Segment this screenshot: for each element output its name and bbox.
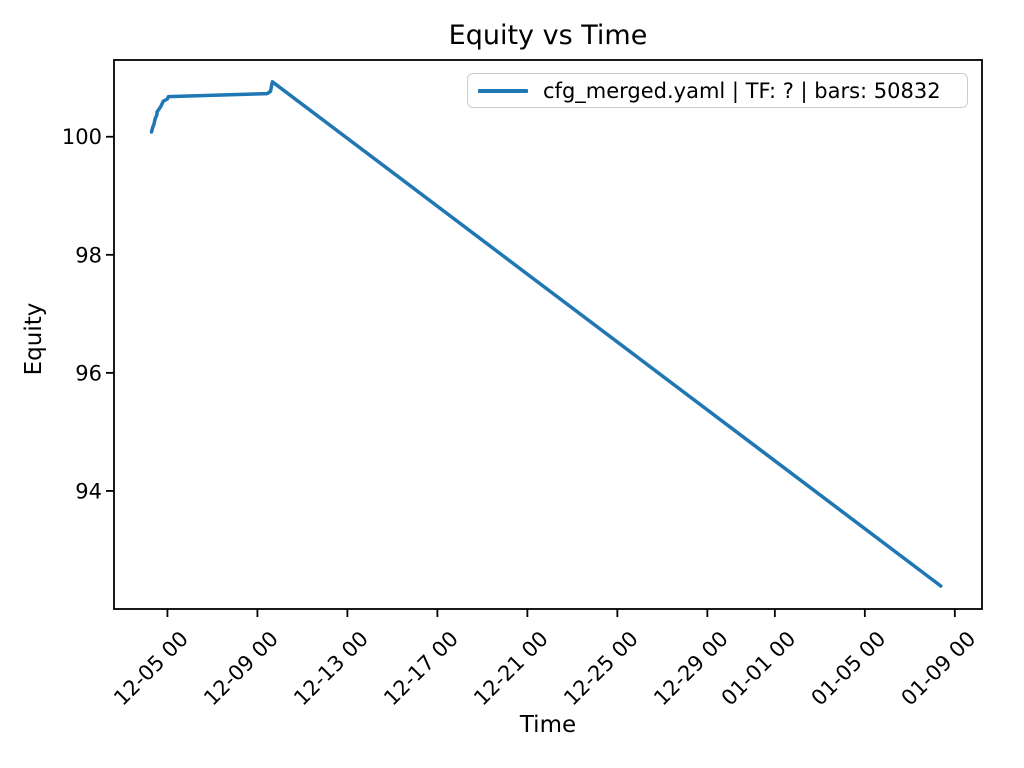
- x-tick-label: 12-13 00: [289, 627, 373, 711]
- x-tick-label: 12-09 00: [199, 627, 283, 711]
- y-axis-label: Equity: [21, 302, 47, 376]
- y-tick-label: 94: [75, 479, 102, 503]
- legend-label: cfg_merged.yaml | TF: ? | bars: 50832: [543, 78, 941, 103]
- x-axis-label: Time: [519, 712, 577, 738]
- equity-line: [149, 80, 943, 588]
- y-tick-label: 98: [75, 243, 102, 267]
- x-tick-label: 01-05 00: [807, 627, 891, 711]
- chart-title: Equity vs Time: [448, 20, 648, 51]
- x-tick-label: 12-05 00: [109, 627, 193, 711]
- x-tick-label: 12-17 00: [379, 627, 463, 711]
- y-tick-label: 100: [62, 125, 102, 149]
- legend: cfg_merged.yaml | TF: ? | bars: 50832: [467, 73, 968, 108]
- y-tick-label: 96: [75, 361, 102, 385]
- x-tick-label: 12-25 00: [559, 627, 643, 711]
- x-tick-label: 12-21 00: [469, 627, 553, 711]
- x-tick-label: 01-01 00: [717, 627, 801, 711]
- x-tick-label: 01-09 00: [897, 627, 981, 711]
- axes-spines: [113, 59, 983, 610]
- legend-line-icon: [478, 88, 528, 93]
